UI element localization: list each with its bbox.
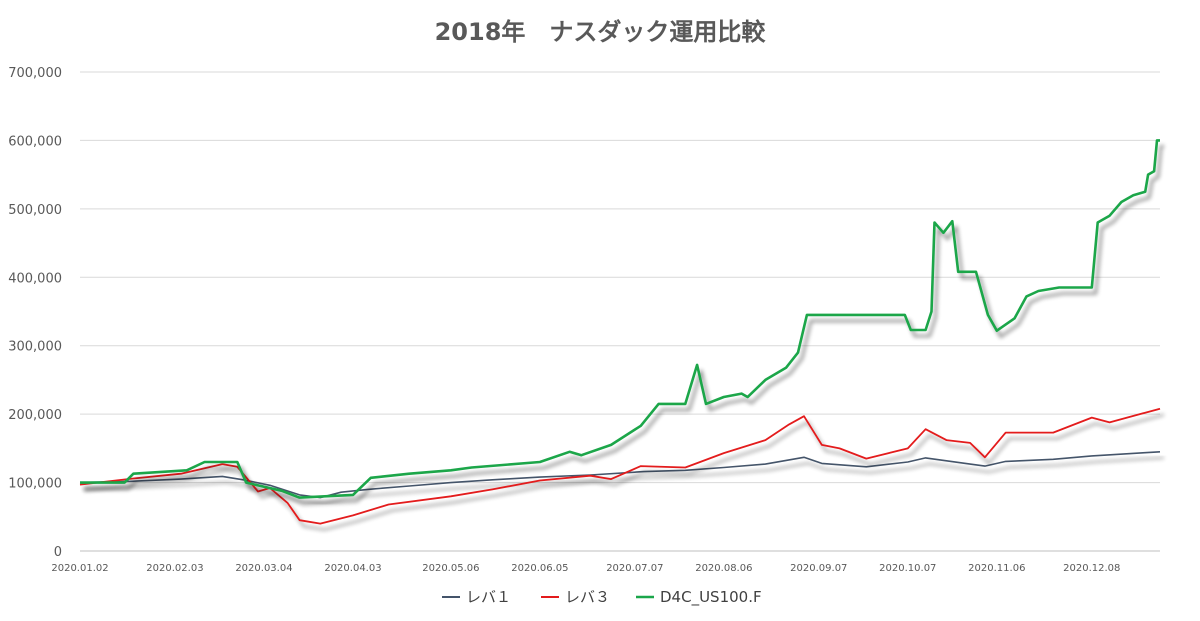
y-tick-label: 100,000 xyxy=(8,477,62,492)
y-tick-label: 0 xyxy=(54,545,62,560)
y-tick-label: 600,000 xyxy=(8,134,62,149)
x-tick-label: 2020.10.07 xyxy=(879,563,936,574)
series-lines xyxy=(79,139,1161,525)
legend-label: D4C_US100.F xyxy=(660,588,762,607)
y-tick-label: 300,000 xyxy=(8,340,62,355)
chart-title: 2018年 ナスダック運用比較 xyxy=(435,18,767,46)
x-tick-label: 2020.07.07 xyxy=(606,563,663,574)
y-tick-label: 700,000 xyxy=(8,66,62,81)
y-tick-label: 200,000 xyxy=(8,408,62,423)
x-tick-label: 2020.11.06 xyxy=(968,563,1025,574)
y-tick-label: 500,000 xyxy=(8,203,62,218)
x-tick-label: 2020.03.04 xyxy=(235,563,292,574)
series-line-3 xyxy=(80,139,1160,499)
y-axis-ticks: 0 100,000 200,000 300,000 400,000 500,000 600,… xyxy=(8,66,62,560)
legend: レバ１ レバ３ D4C_US100.F xyxy=(442,588,762,607)
series-line-1 xyxy=(79,451,1161,499)
series-line-2 xyxy=(79,407,1161,525)
x-axis-ticks: 2020.01.02 2020.02.03 2020.03.04 2020.04.03… xyxy=(51,563,1120,574)
x-tick-label: 2020.01.02 xyxy=(51,563,108,574)
x-tick-label: 2020.12.08 xyxy=(1063,563,1120,574)
x-tick-label: 2020.09.07 xyxy=(790,563,847,574)
x-tick-label: 2020.05.06 xyxy=(422,563,479,574)
legend-label: レバ３ xyxy=(565,588,610,606)
x-tick-label: 2020.02.03 xyxy=(146,563,203,574)
x-tick-label: 2020.08.06 xyxy=(695,563,752,574)
legend-label: レバ１ xyxy=(466,588,511,606)
x-tick-label: 2020.04.03 xyxy=(324,563,381,574)
x-tick-label: 2020.06.05 xyxy=(511,563,568,574)
y-tick-label: 400,000 xyxy=(8,271,62,286)
